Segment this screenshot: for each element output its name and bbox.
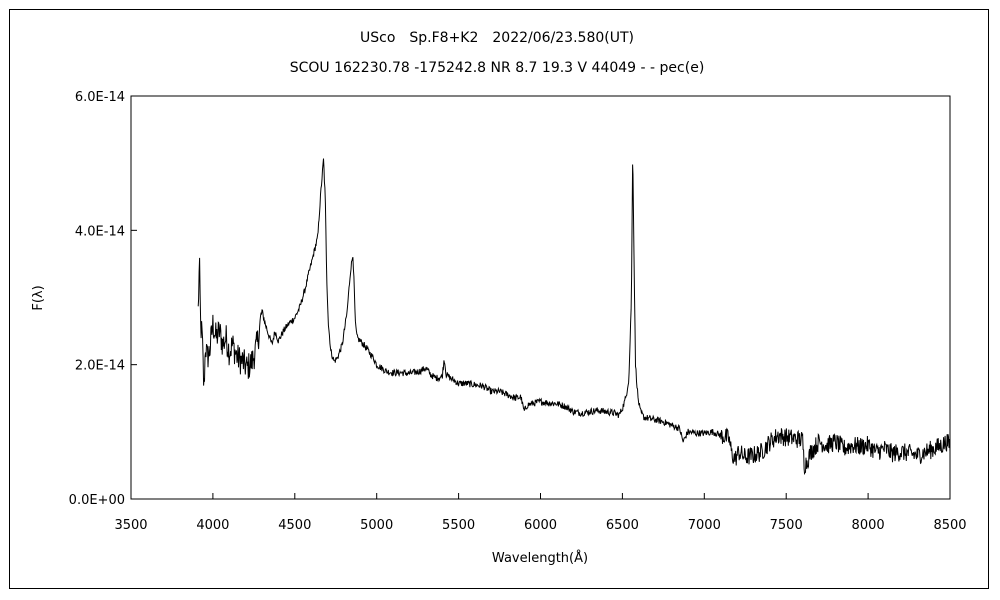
x-axis-label: Wavelength(Å) (492, 550, 588, 566)
x-tick-label: 8000 (852, 518, 885, 533)
y-tick-label: 0.0E+00 (69, 493, 125, 508)
y-axis-label: F(λ) (31, 285, 46, 310)
x-tick-label: 7500 (770, 518, 803, 533)
x-tick-label: 4000 (196, 518, 229, 533)
x-tick-label: 5500 (442, 518, 475, 533)
chart-frame (9, 9, 989, 589)
y-tick-label: 4.0E-14 (75, 224, 125, 239)
chart-subtitle: SCOU 162230.78 -175242.8 NR 8.7 19.3 V 4… (290, 60, 705, 76)
x-tick-label: 6000 (524, 518, 557, 533)
x-tick-label: 7000 (688, 518, 721, 533)
y-axis: 0.0E+00 2.0E-14 4.0E-14 6.0E-14 (69, 90, 137, 508)
y-tick-label: 2.0E-14 (75, 359, 125, 374)
x-tick-label: 4500 (278, 518, 311, 533)
x-tick-label: 6500 (606, 518, 639, 533)
y-tick-label: 6.0E-14 (75, 90, 125, 105)
spectrum-line (197, 158, 951, 476)
x-tick-label: 8500 (933, 518, 966, 533)
chart-title: USco Sp.F8+K2 2022/06/23.580(UT) (360, 30, 634, 46)
x-tick-label: 5000 (360, 518, 393, 533)
x-axis: 3500 4000 4500 5000 5500 6000 6500 7000 7500 8000… (114, 493, 967, 533)
x-tick-label: 3500 (114, 518, 147, 533)
plot-area (130, 95, 951, 500)
